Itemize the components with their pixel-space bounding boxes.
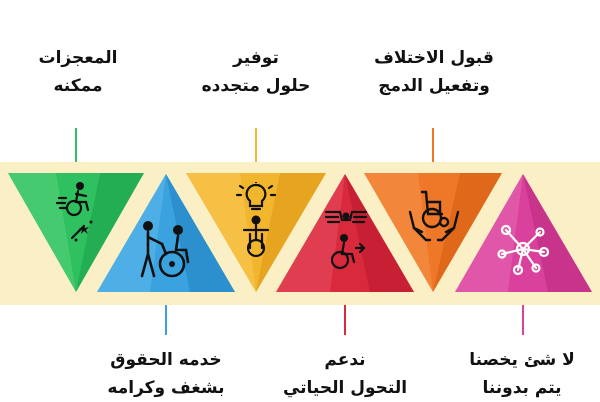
connector-1 (75, 128, 77, 162)
label-renewed-solutions: توفير حلول متجدده (176, 44, 336, 100)
label-line-1: المعجزات (38, 48, 118, 68)
label-line-1: قبول الاختلاف (374, 48, 494, 68)
label-rights-service: خدمه الحقوق بشغف وكرامه (86, 346, 246, 402)
label-inclusion: قبول الاختلاف وتفعيل الدمج (354, 44, 514, 100)
label-line-2: يتم بدوننا (482, 378, 562, 398)
wheelchair-racer-sparkle-icon (56, 182, 93, 242)
label-miracles: المعجزات ممكنه (0, 44, 158, 100)
label-line-1: لا شئ يخصنا (469, 350, 575, 370)
label-nothing-without-us: لا شئ يخصنا يتم بدوننا (442, 346, 600, 402)
caregiver-pushing-wheelchair-icon (140, 221, 190, 278)
triangle-6 (455, 174, 592, 292)
label-line-1: خدمه الحقوق (110, 350, 222, 370)
network-nodes-icon (497, 224, 550, 276)
winged-wheelchair-icon (324, 210, 368, 270)
connector-5 (432, 128, 434, 162)
connector-4 (344, 305, 346, 335)
label-line-1: ندعم (324, 350, 366, 370)
label-line-2: ممكنه (53, 76, 103, 96)
connector-2 (165, 305, 167, 335)
triangle-4 (276, 174, 414, 292)
lightbulb-wheelchair-user-icon (235, 182, 277, 258)
label-life-transformation: ندعم التحول الحياتي (265, 346, 425, 402)
triangle-5 (364, 173, 502, 292)
connector-3 (255, 128, 257, 162)
label-line-2: التحول الحياتي (282, 378, 408, 398)
label-line-1: توفير (233, 48, 279, 68)
label-line-2: حلول متجدده (201, 76, 311, 96)
connector-6 (522, 305, 524, 335)
triangle-2 (97, 174, 235, 292)
hands-holding-wheelchair-icon (408, 190, 460, 242)
label-line-2: بشغف وكرامه (107, 378, 225, 398)
label-line-2: وتفعيل الدمج (378, 76, 490, 96)
